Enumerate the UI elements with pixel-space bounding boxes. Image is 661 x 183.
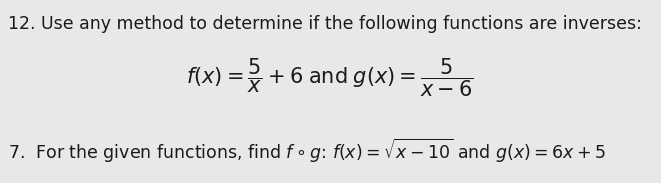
Text: $f(x) = \dfrac{5}{x} + 6 \;\mathrm{and}\; g(x) = \dfrac{5}{x-6}$: $f(x) = \dfrac{5}{x} + 6 \;\mathrm{and}\… bbox=[186, 57, 474, 99]
Text: 12. Use any method to determine if the following functions are inverses:: 12. Use any method to determine if the f… bbox=[8, 15, 642, 33]
Text: 7.  For the given functions, find $f \circ g$: $f(x) = \sqrt{x-10}$ and $g(x) = : 7. For the given functions, find $f \cir… bbox=[8, 137, 605, 165]
